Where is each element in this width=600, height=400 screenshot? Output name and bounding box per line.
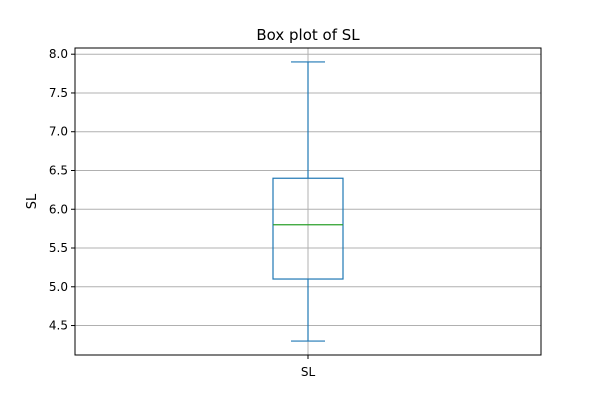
y-axis-ticks: 4.5 5.0 5.5 6.0 6.5 7.0 7.5 8.0 [49, 47, 75, 333]
box-group [272, 61, 344, 342]
x-tick-label: SL [301, 365, 316, 379]
y-axis-label: SL [25, 193, 40, 209]
y-tick-label: 5.5 [49, 241, 68, 255]
y-tick-label: 7.0 [49, 125, 68, 139]
interquartile-box [272, 177, 344, 280]
y-tick-label: 8.0 [49, 47, 68, 61]
y-tick-label: 4.5 [49, 319, 68, 333]
y-tick-label: 7.5 [49, 86, 68, 100]
y-tick-label: 5.0 [49, 280, 68, 294]
box-plot-series [272, 61, 344, 342]
y-tick-label: 6.0 [49, 202, 68, 216]
chart-title: Box plot of SL [256, 26, 360, 44]
x-axis-ticks: SL [301, 355, 316, 379]
y-tick-label: 6.5 [49, 163, 68, 177]
